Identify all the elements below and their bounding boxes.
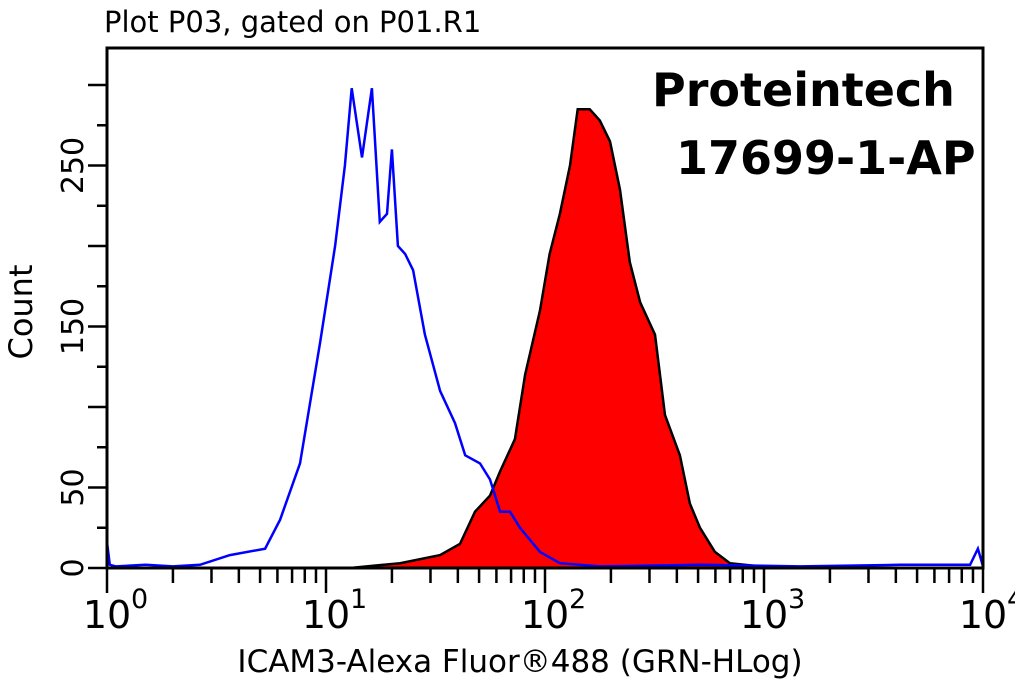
series-0-line — [105, 88, 985, 568]
x-tick-label-base: 10 — [740, 593, 788, 637]
x-axis-label: ICAM3-Alexa Fluor®488 (GRN-HLog) — [237, 644, 802, 680]
annotation-brand: Proteintech — [652, 63, 955, 117]
series-1-area — [350, 107, 801, 570]
x-axis: 100101102103104 — [83, 568, 1015, 637]
x-tick-label-exponent: 4 — [1007, 584, 1015, 615]
x-tick-label-base: 10 — [521, 593, 569, 637]
annotation-catalog: 17699-1-AP — [676, 131, 976, 185]
y-tick-label: 150 — [56, 298, 91, 355]
x-tick-label-exponent: 0 — [131, 584, 148, 615]
y-tick-label: 0 — [56, 558, 91, 577]
x-tick-label-base: 10 — [959, 593, 1007, 637]
x-tick-label-exponent: 3 — [788, 584, 805, 615]
x-tick-label-base: 10 — [83, 593, 131, 637]
x-tick-label-base: 10 — [302, 593, 350, 637]
y-tick-label: 50 — [56, 468, 91, 506]
plot-area — [105, 88, 985, 570]
y-tick-label: 250 — [56, 137, 91, 194]
y-axis: 0 50 150 250 — [56, 83, 107, 578]
x-tick-label-exponent: 1 — [350, 584, 367, 615]
chart-title: Plot P03, gated on P01.R1 — [104, 5, 481, 39]
y-axis-label: Count — [2, 264, 40, 359]
x-tick-label-exponent: 2 — [569, 584, 586, 615]
